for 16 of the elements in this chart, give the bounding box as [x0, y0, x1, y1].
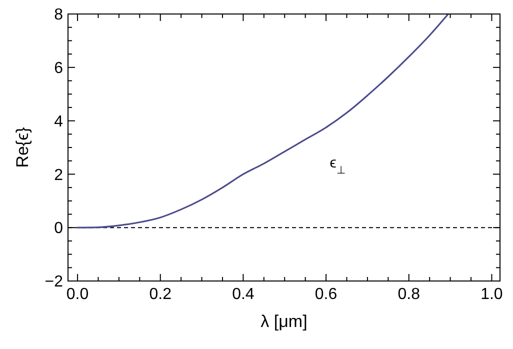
line-series: [76, 14, 450, 228]
y-tick-label: 6: [54, 60, 64, 77]
y-axis-title: Re{ϵ}: [13, 126, 32, 168]
x-tick-label: 0.6: [314, 286, 338, 303]
y-tick-label: 4: [54, 113, 64, 130]
x-tick-label: 0.4: [232, 286, 254, 303]
y-tick-label: 2: [54, 166, 64, 184]
y-tick-label: −2: [44, 274, 64, 291]
x-axis-title: λ [μm]: [260, 312, 308, 331]
y-tick-label: 8: [54, 6, 64, 24]
y-tick-label: 0: [54, 220, 64, 238]
x-tick-label: 0.2: [149, 286, 172, 303]
x-tick-label: 0.8: [398, 286, 420, 303]
series-label: ϵ$_{⊥}$: [330, 154, 346, 176]
x-tick-label: 1.0: [480, 286, 503, 303]
x-tick-label: 0.0: [66, 286, 89, 303]
